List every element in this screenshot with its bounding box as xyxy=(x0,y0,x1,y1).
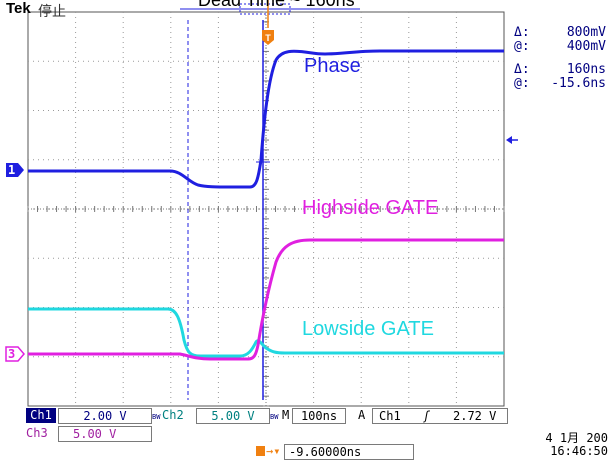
date: 4 1月 200 xyxy=(545,431,608,445)
time-delta-symbol: Δ: xyxy=(514,62,530,77)
trigger-t-icon xyxy=(256,446,265,456)
trigger-settings[interactable]: Ch1 ʃ 2.72 V xyxy=(372,408,508,424)
phase-trace xyxy=(28,49,504,189)
status-bar-row-1: Ch1 2.00 V BW Ch2 5.00 V BW M 100ns A Ch… xyxy=(26,408,508,424)
ch2-scale[interactable]: 5.00 V xyxy=(196,408,270,424)
time-delta-value: 160ns xyxy=(566,62,606,77)
ch3-ground-marker[interactable] xyxy=(5,346,25,362)
status-bar-row-2: Ch3 5.00 V xyxy=(26,426,226,442)
svg-text:T: T xyxy=(265,33,271,43)
trigger-position-marker[interactable]: T xyxy=(262,0,274,45)
volt-delta-value: 800mV xyxy=(566,25,606,40)
header-title-fragment: Dead Time ~ 160ns xyxy=(198,0,355,10)
time-at-value: -15.6ns xyxy=(551,76,606,91)
volt-delta-symbol: Δ: xyxy=(514,25,530,40)
graticule-grid xyxy=(27,11,505,407)
trigger-level: 2.72 V xyxy=(453,409,497,423)
cursor-readout-panel: Δ: 800mV @: 400mV Δ: 160ns @: -15.6ns xyxy=(514,26,606,91)
highside-gate-trace xyxy=(28,238,504,361)
volt-at-value: 400mV xyxy=(566,39,606,54)
highside-gate-label: Highside GATE xyxy=(302,197,439,219)
time-at-symbol: @: xyxy=(514,76,530,91)
ch1-scale[interactable]: 2.00 V xyxy=(58,408,152,424)
run-state: 停止 xyxy=(38,3,66,19)
trigger-source: Ch1 xyxy=(379,409,401,423)
record-window xyxy=(239,3,291,15)
trigger-arrow-icon: →▾ xyxy=(266,444,281,458)
ch2-bw-mark-2: BW xyxy=(270,413,279,421)
trigger-level-arrow[interactable] xyxy=(506,136,512,144)
ch2-bw-mark: BW xyxy=(152,413,161,421)
ch3-button[interactable]: Ch3 xyxy=(26,426,48,440)
trigger-slope-icon: ʃ xyxy=(423,409,431,423)
phase-label: Phase xyxy=(304,55,361,77)
trigger-mode: A xyxy=(358,408,366,422)
timebase-value[interactable]: 100ns xyxy=(292,408,346,424)
ch1-marker-label: 1 xyxy=(8,163,16,177)
ch1-ground-marker[interactable] xyxy=(6,163,24,177)
time: 16:46:50 xyxy=(550,444,608,458)
ch2-button[interactable]: Ch2 xyxy=(162,408,184,422)
datetime: 4 1月 200 16:46:50 xyxy=(516,432,608,458)
timebase-mark: M xyxy=(282,408,290,422)
volt-at-symbol: @: xyxy=(514,39,530,54)
lowside-gate-label: Lowside GATE xyxy=(302,318,434,340)
lowside-gate-trace xyxy=(28,307,504,358)
ch3-marker-label: 3 xyxy=(8,347,16,361)
brand-logo: Tek xyxy=(6,0,31,17)
ch1-button[interactable]: Ch1 xyxy=(26,408,56,423)
ch3-scale[interactable]: 5.00 V xyxy=(58,426,152,442)
trigger-position-value[interactable]: -9.60000ns xyxy=(284,444,414,460)
